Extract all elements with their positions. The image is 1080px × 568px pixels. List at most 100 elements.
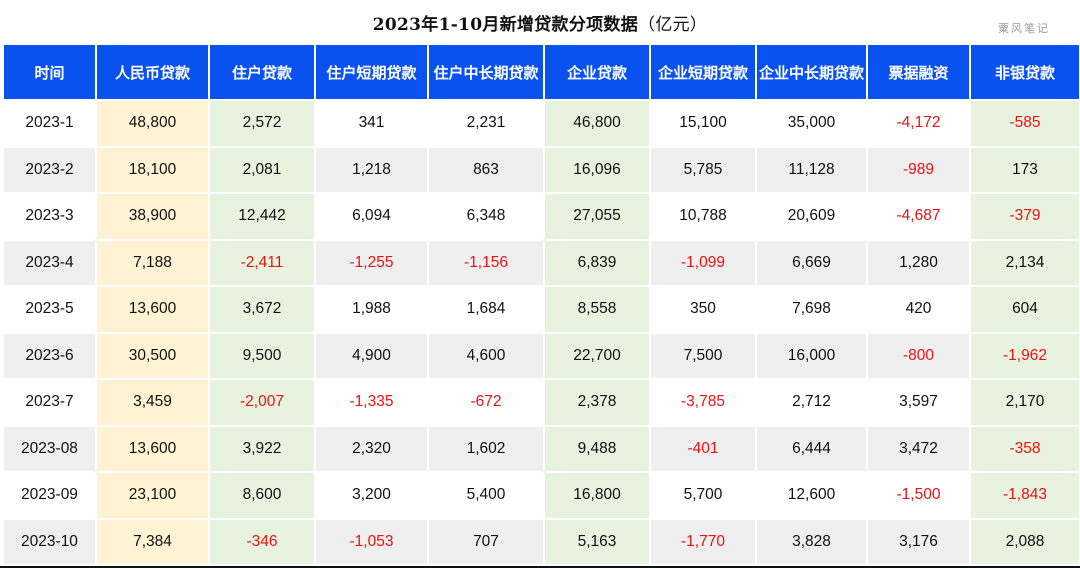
table-cell: 2023-2: [4, 147, 95, 194]
table-cell: 3,472: [868, 426, 969, 473]
table-cell: 2,378: [545, 380, 649, 427]
table-cell: -4,172: [868, 101, 969, 148]
table-cell: 2,170: [971, 380, 1079, 427]
table-cell: 13,600: [97, 426, 208, 473]
table-cell: 3,922: [210, 426, 314, 473]
table-cell: 6,444: [757, 426, 866, 473]
table-body: 2023-1 48,800 2,572 341 2,231 46,800 15,100 35,…: [4, 101, 1079, 566]
table-cell: 4,600: [429, 333, 543, 380]
table-cell: -358: [971, 426, 1079, 473]
table-cell: -1,053: [316, 519, 427, 566]
table-cell: 6,839: [545, 240, 649, 287]
table-cell: -4,687: [868, 194, 969, 241]
table-cell: 7,698: [757, 287, 866, 334]
table-cell: 15,100: [651, 101, 755, 148]
col-header-corporate-loans: 企业贷款: [545, 45, 649, 101]
table-cell: 2,088: [971, 519, 1079, 566]
table-cell: 8,600: [210, 473, 314, 520]
table-cell: 22,700: [545, 333, 649, 380]
table-row: 2023-10 7,384 -346 -1,053 707 5,163 -1,770 3,82…: [4, 519, 1079, 566]
table-cell: 23,100: [97, 473, 208, 520]
table-cell: 341: [316, 101, 427, 148]
table-cell: -585: [971, 101, 1079, 148]
table-cell: 4,900: [316, 333, 427, 380]
table-cell: -1,770: [651, 519, 755, 566]
table-cell: 5,400: [429, 473, 543, 520]
col-header-household-long-term: 住户中长期贷款: [429, 45, 543, 101]
table-cell: 1,218: [316, 147, 427, 194]
table-cell: -1,843: [971, 473, 1079, 520]
table-cell: 3,672: [210, 287, 314, 334]
table-cell: 3,459: [97, 380, 208, 427]
table-row: 2023-09 23,100 8,600 3,200 5,400 16,800 5,700 1…: [4, 473, 1079, 520]
table-cell: 863: [429, 147, 543, 194]
table-row: 2023-4 7,188 -2,411 -1,255 -1,156 6,839 -1,099…: [4, 240, 1079, 287]
table-cell: 13,600: [97, 287, 208, 334]
table-cell: 46,800: [545, 101, 649, 148]
table-cell: -1,335: [316, 380, 427, 427]
bottom-rule: [0, 566, 1080, 568]
table-cell: -1,500: [868, 473, 969, 520]
table-cell: 3,200: [316, 473, 427, 520]
table-cell: 6,094: [316, 194, 427, 241]
table-cell: 5,785: [651, 147, 755, 194]
table-cell: 2023-7: [4, 380, 95, 427]
table-cell: -1,156: [429, 240, 543, 287]
table-cell: 2023-3: [4, 194, 95, 241]
table-cell: 27,055: [545, 194, 649, 241]
watermark: 粟风笔记: [998, 22, 1050, 35]
table-cell: 16,000: [757, 333, 866, 380]
table-cell: 7,500: [651, 333, 755, 380]
table-cell: 5,163: [545, 519, 649, 566]
table-cell: -1,962: [971, 333, 1079, 380]
table-cell: 2023-08: [4, 426, 95, 473]
col-header-corporate-long-term: 企业中长期贷款: [757, 45, 866, 101]
table-cell: 12,600: [757, 473, 866, 520]
table-cell: -379: [971, 194, 1079, 241]
table-cell: 3,597: [868, 380, 969, 427]
table-cell: -401: [651, 426, 755, 473]
table-cell: -3,785: [651, 380, 755, 427]
table-cell: -989: [868, 147, 969, 194]
table-cell: -1,255: [316, 240, 427, 287]
table-cell: 2023-6: [4, 333, 95, 380]
table-row: 2023-6 30,500 9,500 4,900 4,600 22,700 7,500 16…: [4, 333, 1079, 380]
col-header-household-loans: 住户贷款: [210, 45, 314, 101]
table-cell: 16,096: [545, 147, 649, 194]
table-cell: 16,800: [545, 473, 649, 520]
header-row: 时间 人民币贷款 住户贷款 住户短期贷款 住户中长期贷款 企业贷款 企业短期贷款 企业中长期贷…: [4, 45, 1079, 101]
table-cell: 1,988: [316, 287, 427, 334]
table-cell: 3,828: [757, 519, 866, 566]
table-cell: 11,128: [757, 147, 866, 194]
table-cell: 7,188: [97, 240, 208, 287]
table-cell: 5,700: [651, 473, 755, 520]
table-row: 2023-3 38,900 12,442 6,094 6,348 27,055 10,788…: [4, 194, 1079, 241]
table-cell: 2023-1: [4, 101, 95, 148]
table-cell: -2,411: [210, 240, 314, 287]
table-cell: -1,099: [651, 240, 755, 287]
table-row: 2023-2 18,100 2,081 1,218 863 16,096 5,785 11,1…: [4, 147, 1079, 194]
table-cell: 2023-10: [4, 519, 95, 566]
table-cell: -346: [210, 519, 314, 566]
table-cell: 48,800: [97, 101, 208, 148]
table-cell: 2023-5: [4, 287, 95, 334]
table-cell: 1,280: [868, 240, 969, 287]
table-cell: 9,488: [545, 426, 649, 473]
table-cell: 38,900: [97, 194, 208, 241]
table-cell: 3,176: [868, 519, 969, 566]
table-cell: 2,572: [210, 101, 314, 148]
table-cell: 173: [971, 147, 1079, 194]
page-title: 2023年1-10月新增贷款分项数据（亿元）: [0, 10, 1080, 35]
table-cell: -2,007: [210, 380, 314, 427]
table-cell: 6,669: [757, 240, 866, 287]
table-cell: 2,231: [429, 101, 543, 148]
table-cell: 604: [971, 287, 1079, 334]
table-row: 2023-1 48,800 2,572 341 2,231 46,800 15,100 35,…: [4, 101, 1079, 148]
table-cell: 12,442: [210, 194, 314, 241]
table-cell: 20,609: [757, 194, 866, 241]
table-cell: -800: [868, 333, 969, 380]
loan-data-table: 时间 人民币贷款 住户贷款 住户短期贷款 住户中长期贷款 企业贷款 企业短期贷款 企业中长期贷…: [2, 45, 1080, 566]
table-cell: 2,134: [971, 240, 1079, 287]
table-row: 2023-08 13,600 3,922 2,320 1,602 9,488 -401 6,4…: [4, 426, 1079, 473]
table-cell: 1,602: [429, 426, 543, 473]
